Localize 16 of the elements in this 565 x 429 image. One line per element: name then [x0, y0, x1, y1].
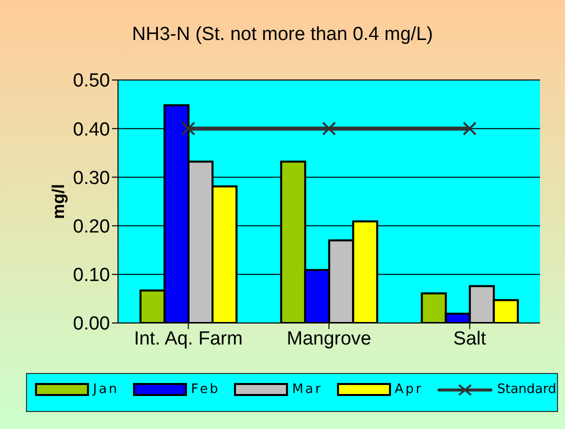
legend-label: Standard [497, 382, 556, 397]
legend-label: Jan [93, 382, 120, 397]
x-tick-label: Mangrove [286, 328, 372, 350]
chart-title: NH3-N (St. not more than 0.4 mg/L) [131, 24, 434, 46]
y-tick-label: 0.30 [73, 168, 110, 189]
y-axis-title: mg/l [49, 184, 68, 219]
y-tick-label: 0.20 [73, 216, 110, 238]
y-tick-label: 0.10 [73, 265, 110, 286]
y-tick-label: 0.40 [73, 119, 110, 140]
legend-label: Feb [191, 382, 220, 397]
y-tick-label: 0.00 [73, 314, 110, 335]
legend-label: Mar [292, 382, 323, 397]
x-tick-label: Int. Aq. Farm [134, 328, 243, 350]
x-tick-label: Salt [453, 328, 487, 350]
y-tick-label: 0.50 [73, 70, 110, 92]
legend-label: Apr [394, 382, 424, 397]
